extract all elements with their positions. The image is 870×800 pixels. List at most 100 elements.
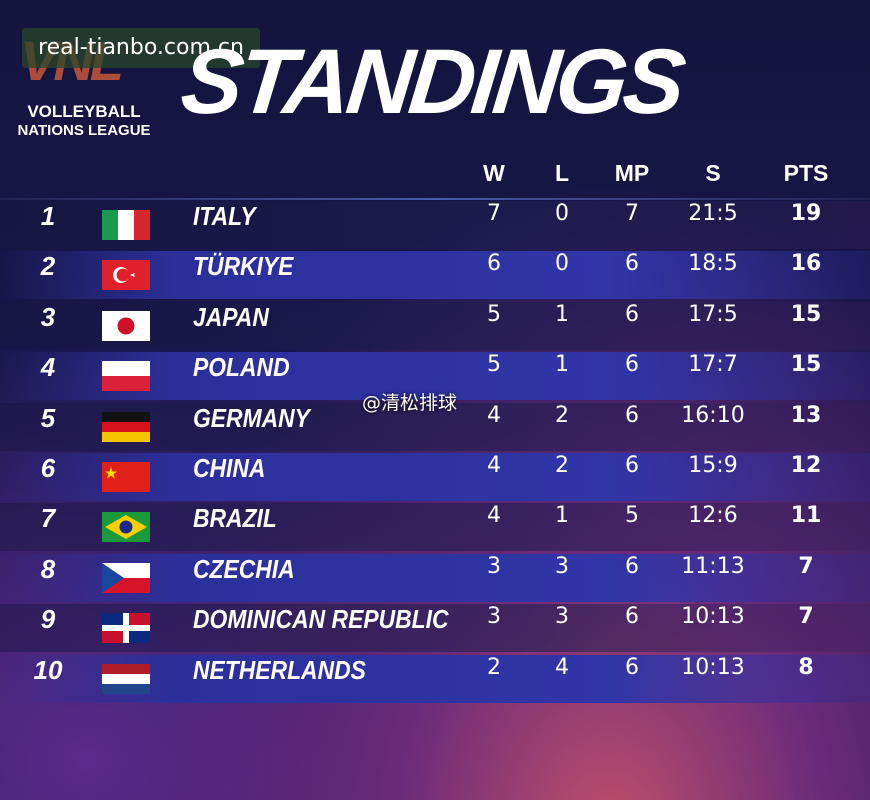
stat-mp: 7 <box>625 201 639 226</box>
stat-pts: 15 <box>790 301 822 327</box>
stat-w: 3 <box>487 553 501 579</box>
flag <box>102 210 150 240</box>
stat-w: 6 <box>487 251 501 277</box>
flag <box>102 562 150 593</box>
rank: 1 <box>40 201 56 231</box>
stat-s: 12:6 <box>688 503 738 529</box>
stat-s: 11:13 <box>681 553 745 579</box>
stat-s: 15:9 <box>688 453 738 478</box>
flag <box>102 361 150 392</box>
flag <box>102 310 150 341</box>
logo-line: NATIONS LEAGUE <box>17 122 151 139</box>
team-name: BRAZIL <box>193 503 277 534</box>
column-header: S <box>705 160 721 186</box>
team-name: NETHERLANDS <box>193 654 366 685</box>
standing-row: 9 DOMINICAN REPUBLIC 3 3 6 10:13 7 <box>0 604 870 653</box>
flag <box>102 663 150 694</box>
stat-l: 2 <box>555 402 569 428</box>
stat-l: 1 <box>555 503 569 529</box>
stat-l: 3 <box>555 553 569 579</box>
flag <box>102 613 150 644</box>
rank: 5 <box>40 402 56 433</box>
stat-l: 2 <box>555 453 569 478</box>
stat-w: 4 <box>487 402 501 428</box>
rank: 9 <box>40 604 56 635</box>
stat-w: 3 <box>487 604 501 630</box>
stat-mp: 6 <box>625 604 639 630</box>
standing-row: 6 CHINA 4 2 6 15:9 12 <box>0 453 870 501</box>
stat-pts: 12 <box>790 453 822 478</box>
flag <box>102 260 150 291</box>
standing-row: 3 JAPAN 5 1 6 17:5 15 <box>0 301 870 350</box>
column-header: W <box>483 160 505 186</box>
stat-w: 2 <box>487 654 501 680</box>
stat-s: 21:5 <box>688 201 738 226</box>
standing-row: 10 NETHERLANDS 2 4 6 10:13 8 <box>0 654 870 703</box>
stat-s: 17:7 <box>688 352 738 378</box>
stat-w: 4 <box>487 503 501 529</box>
flag <box>102 411 150 442</box>
stat-w: 4 <box>487 453 501 478</box>
rank: 4 <box>40 352 56 383</box>
team-name: JAPAN <box>193 301 269 332</box>
team-name: POLAND <box>193 352 290 383</box>
stat-l: 0 <box>555 201 569 226</box>
stat-pts: 15 <box>790 352 822 378</box>
stat-mp: 5 <box>625 503 639 529</box>
standing-row: 5 GERMANY 4 2 6 16:10 13 <box>0 402 870 451</box>
stat-mp: 6 <box>625 553 639 579</box>
team-name: TÜRKIYE <box>193 251 294 282</box>
stat-w: 5 <box>487 352 501 378</box>
team-name: CZECHIA <box>193 553 295 584</box>
title: STANDINGS <box>176 31 687 133</box>
stat-l: 1 <box>555 352 569 378</box>
stat-pts: 7 <box>798 553 814 579</box>
stat-w: 7 <box>487 201 501 226</box>
stat-pts: 8 <box>798 654 814 680</box>
team-name: CHINA <box>193 453 266 483</box>
stat-l: 3 <box>555 604 569 630</box>
rank: 2 <box>40 251 56 282</box>
column-header: PTS <box>783 160 829 186</box>
stat-pts: 11 <box>790 503 822 529</box>
stat-mp: 6 <box>625 402 639 428</box>
stat-mp: 6 <box>625 301 639 327</box>
stat-mp: 6 <box>625 251 639 277</box>
standing-row: 1 ITALY 7 0 7 21:5 19 <box>0 201 870 249</box>
standing-row: 8 CZECHIA 3 3 6 11:13 7 <box>0 553 870 602</box>
rank: 8 <box>40 553 56 584</box>
rank: 7 <box>40 503 56 534</box>
stat-s: 16:10 <box>681 402 745 428</box>
flag <box>102 512 150 543</box>
site-watermark: real-tianbo.com.cn <box>22 28 260 68</box>
social-watermark: @清松排球 <box>362 392 458 414</box>
standing-row: 4 POLAND 5 1 6 17:7 15 <box>0 352 870 401</box>
column-header: L <box>554 160 570 186</box>
rank: 3 <box>40 301 56 332</box>
stat-pts: 7 <box>798 604 814 630</box>
stat-s: 17:5 <box>688 301 738 327</box>
stat-s: 10:13 <box>681 654 745 680</box>
stat-s: 18:5 <box>688 251 738 277</box>
team-name: DOMINICAN REPUBLIC <box>193 604 449 635</box>
standing-row: 2 TÜRKIYE 6 0 6 18:5 16 <box>0 251 870 300</box>
stat-pts: 19 <box>790 201 822 226</box>
stat-s: 10:13 <box>681 604 745 630</box>
stat-w: 5 <box>487 301 501 327</box>
column-header: MP <box>614 160 650 186</box>
stat-mp: 6 <box>625 654 639 680</box>
rank: 10 <box>33 654 63 685</box>
flag <box>102 462 150 492</box>
stat-l: 4 <box>555 654 569 680</box>
stat-mp: 6 <box>625 453 639 478</box>
stat-pts: 16 <box>790 251 822 277</box>
stat-l: 0 <box>555 251 569 277</box>
header-divider <box>0 198 870 200</box>
team-name: ITALY <box>193 201 256 231</box>
stat-l: 1 <box>555 301 569 327</box>
logo-line: VOLLEYBALL <box>27 102 141 121</box>
stat-pts: 13 <box>790 402 822 428</box>
team-name: GERMANY <box>193 402 310 433</box>
standing-row: 7 BRAZIL 4 1 5 12:6 11 <box>0 503 870 552</box>
